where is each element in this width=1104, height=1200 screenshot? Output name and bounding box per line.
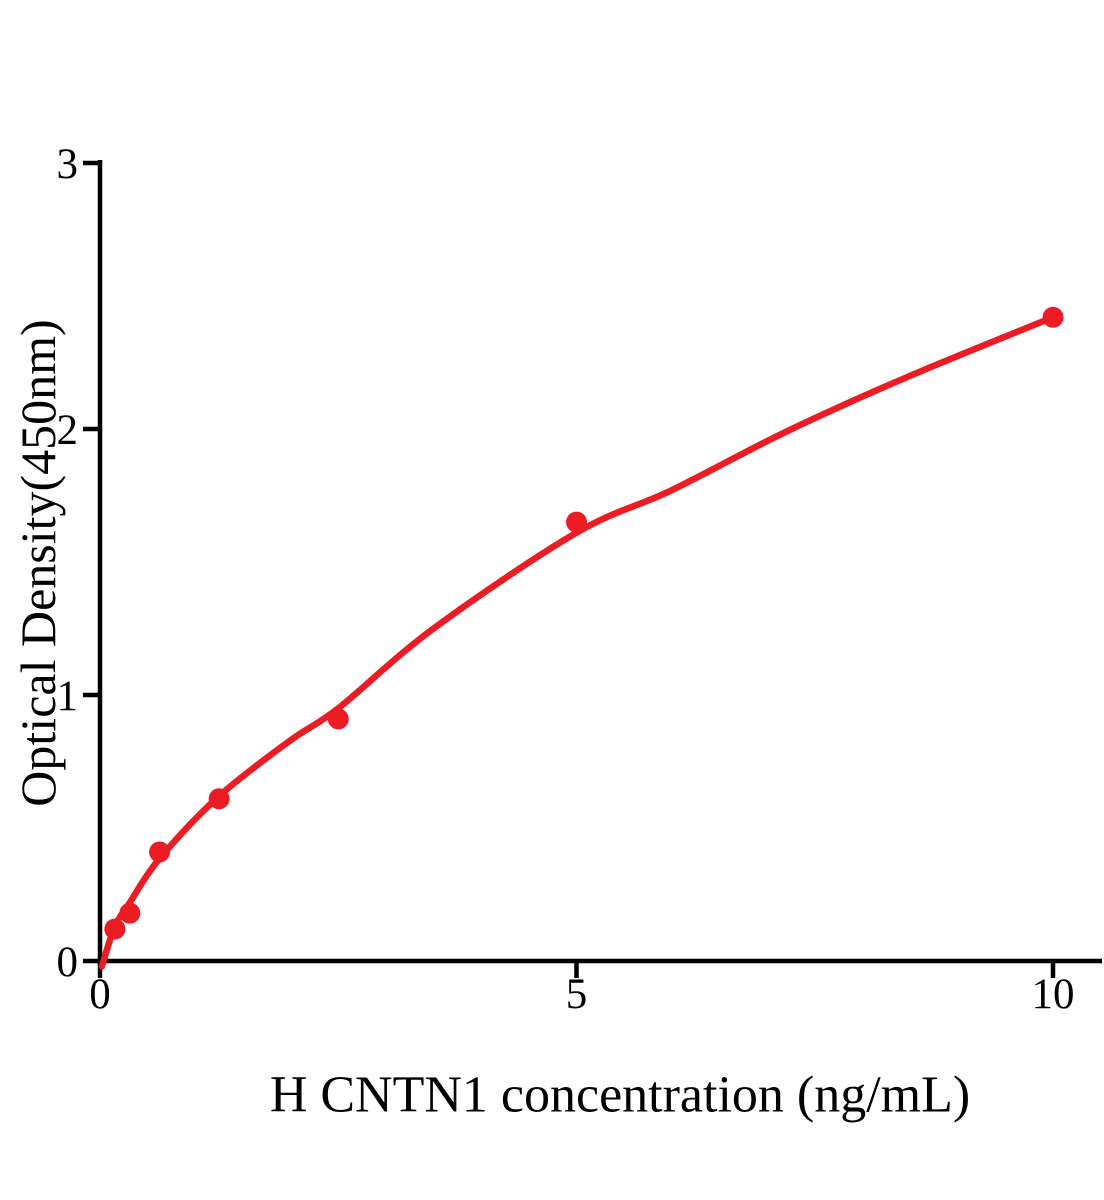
x-tick-label: 0 [89,971,111,1018]
data-point [104,918,126,940]
data-point [327,708,349,730]
data-point [566,511,587,533]
x-tick-label: 5 [566,971,588,1018]
x-tick-label: 10 [1032,971,1075,1018]
fitted-curve [98,314,1057,970]
y-tick-label: 3 [57,141,79,188]
y-tick-label: 0 [57,939,79,986]
y-tick-label: 2 [57,407,79,454]
x-axis-title: H CNTN1 concentration (ng/mL) [269,1066,971,1124]
data-point [208,788,230,810]
data-point [119,902,141,924]
data-point [1042,306,1064,328]
y-tick-label: 1 [57,673,79,720]
y-axis-title: Optical Density(450nm) [10,319,66,807]
data-point [149,841,171,863]
